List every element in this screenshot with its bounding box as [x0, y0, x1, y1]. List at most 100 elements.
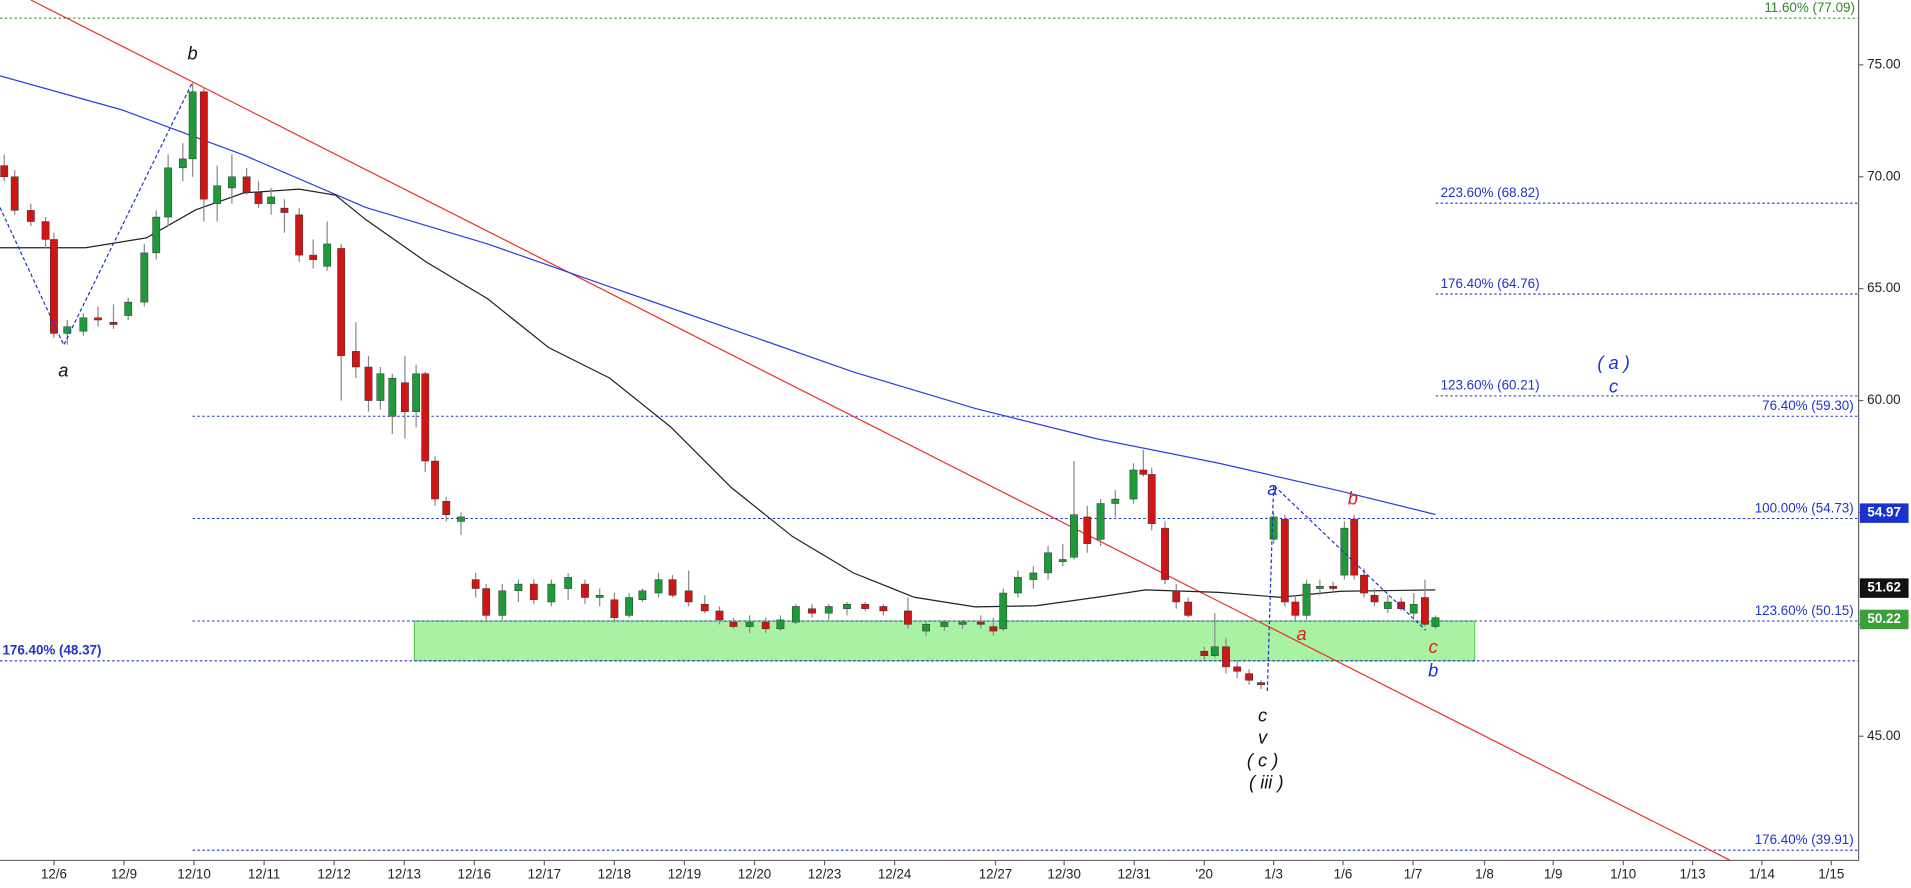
- candle-body: [421, 373, 430, 462]
- candle-body: [280, 207, 289, 213]
- candle-body: [824, 606, 833, 614]
- y-tick-label: 70.00: [1867, 168, 1901, 183]
- x-tick-label: 12/10: [177, 867, 211, 882]
- candle-body: [904, 610, 912, 625]
- x-tick-label: 1/7: [1404, 867, 1423, 882]
- candle-body: [1139, 469, 1148, 475]
- price-tag: [1859, 609, 1909, 630]
- candle-body: [999, 592, 1008, 630]
- candle-body: [668, 579, 677, 596]
- x-tick-label: 12/19: [668, 867, 702, 882]
- wave-label: v: [1258, 726, 1268, 747]
- level-label: 123.60% (60.21): [1441, 378, 1540, 393]
- candle-body: [761, 621, 770, 630]
- x-tick-label: 1/3: [1264, 867, 1283, 882]
- wave-label: a: [1297, 623, 1307, 644]
- candle-body: [1383, 601, 1392, 609]
- price-tag-label: 51.62: [1867, 580, 1901, 595]
- candle-body: [471, 579, 480, 589]
- candle-body: [1257, 682, 1265, 686]
- candle-body: [581, 583, 589, 598]
- candle-body: [1360, 574, 1368, 594]
- candle-body: [564, 577, 573, 589]
- x-tick-label: 1/6: [1334, 867, 1353, 882]
- candle-body: [124, 301, 133, 316]
- candle-body: [700, 603, 709, 612]
- level-label: 100.00% (54.73): [1755, 500, 1854, 515]
- candle-body: [654, 579, 663, 594]
- candle-body: [1421, 597, 1429, 625]
- candle-body: [1350, 518, 1359, 576]
- candle-body: [1200, 650, 1209, 656]
- candle-body: [843, 603, 851, 609]
- candle-body: [1083, 516, 1092, 545]
- level-label: 223.60% (68.82): [1441, 185, 1540, 200]
- candle-body: [295, 214, 304, 256]
- x-tick-label: 1/14: [1749, 867, 1776, 882]
- x-tick-label: 12/27: [979, 867, 1013, 882]
- candle-body: [1370, 595, 1379, 603]
- x-tick-label: 12/23: [808, 867, 842, 882]
- level-label: 123.60% (50.15): [1755, 603, 1854, 618]
- candle-body: [776, 619, 785, 630]
- x-tick-label: 1/10: [1610, 867, 1636, 882]
- candle-body: [745, 621, 754, 627]
- moving-average: [0, 188, 1436, 608]
- candle-body: [514, 583, 523, 592]
- candle-body: [1129, 469, 1138, 500]
- level-label: 76.40% (59.30): [1762, 398, 1854, 413]
- candle-body: [1280, 518, 1289, 603]
- candle-body: [1058, 559, 1067, 562]
- candle-body: [1184, 601, 1193, 616]
- x-tick-label: 12/24: [878, 867, 912, 882]
- wave-label: c: [1609, 375, 1618, 396]
- candle-body: [1291, 601, 1300, 616]
- candle-body: [94, 317, 102, 321]
- price-tag: [1859, 503, 1909, 523]
- candle-body: [595, 595, 604, 598]
- candle-body: [26, 210, 35, 222]
- candle-body: [547, 583, 556, 603]
- candle-body: [401, 382, 409, 413]
- candle-body: [1014, 577, 1022, 594]
- candle-body: [79, 317, 88, 332]
- candle-body: [922, 624, 931, 632]
- wave-label: b: [1428, 659, 1438, 680]
- candle-body: [989, 626, 998, 632]
- candle-body: [498, 590, 507, 616]
- moving-average: [0, 75, 1436, 516]
- wave-path: [0, 81, 194, 347]
- level-label: 176.40% (39.91): [1755, 832, 1854, 847]
- candle-body: [109, 322, 118, 325]
- price-tag: [1859, 578, 1909, 598]
- candle-body: [1302, 583, 1311, 616]
- x-tick-label: 12/31: [1117, 867, 1151, 882]
- candle-body: [213, 185, 222, 204]
- candle-body: [10, 176, 19, 211]
- candle-body: [1096, 503, 1105, 540]
- wave-label: c: [1258, 704, 1267, 725]
- x-tick-label: '20: [1196, 867, 1213, 882]
- candle-body: [715, 610, 724, 621]
- candle-body: [1147, 474, 1156, 524]
- x-tick-label: 12/11: [248, 867, 281, 882]
- x-tick-label: 12/13: [387, 867, 421, 882]
- candle-body: [1329, 586, 1338, 589]
- x-tick-label: 12/6: [41, 867, 67, 882]
- candle-body: [178, 158, 187, 169]
- wave-label: b: [1348, 488, 1358, 509]
- candle-body: [791, 606, 800, 623]
- x-tick-label: 1/8: [1475, 867, 1494, 882]
- candle-body: [879, 606, 888, 612]
- candle-body: [188, 91, 197, 160]
- wave-label: ( c ): [1247, 750, 1278, 771]
- candle-body: [152, 216, 161, 254]
- level-label: 176.40% (48.37): [2, 643, 101, 658]
- candle-body: [63, 326, 72, 334]
- candle-body: [729, 621, 738, 627]
- candle-body: [140, 252, 149, 303]
- candle-body: [1044, 552, 1052, 574]
- price-tag-label: 50.22: [1867, 611, 1901, 626]
- candle-body: [1233, 666, 1242, 672]
